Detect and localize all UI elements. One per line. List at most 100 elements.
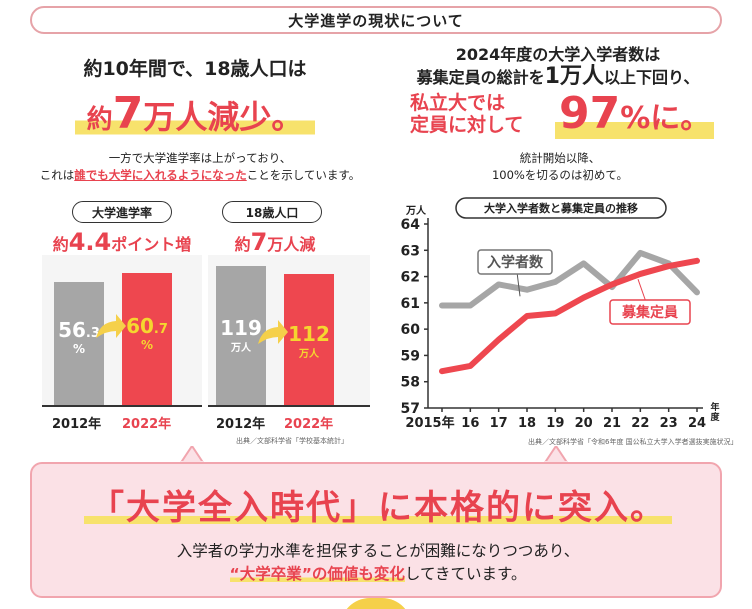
bottom-decoration [340,598,412,609]
cta-box: 「大学全入時代」に本格的に突入。 入学者の学力水準を担保することが困難になりつつ… [30,462,722,598]
panel1-sub-post: ポイント増 [111,235,192,254]
chart-x-tick-label: 21 [603,416,621,431]
panel1-pill: 大学進学率 [72,201,172,223]
panel2-bar-2022 [284,274,334,405]
right-headline-line1: 2024年度の大学入学者数は [455,45,661,64]
chart-y-tick-label: 63 [401,243,420,259]
chart-point [611,283,613,285]
chart-x-tick-label: 2015年 [405,415,454,431]
chart-point [554,312,556,314]
panel2-sub-post: 万人減 [267,235,316,254]
chart-ylabel: 万人 [405,204,427,217]
chart-x-tick-label: 19 [546,416,564,431]
chart-y-tick-label: 60 [401,322,421,338]
chart-x-tick-label: 22 [631,416,649,431]
chart-x-tick-label: 20 [575,416,593,431]
header-title: 大学進学の現状について [288,11,464,30]
right-note: 統計開始以降、 100%を切るのは初めて。 [491,151,629,182]
right-headline-line2: 募集定員の総計を1万人以上下回り、 [416,64,700,89]
chart-x-tick-label: 23 [660,416,678,431]
left-note-line2: これは誰でも大学に入れるようになったことを示しています。 [20,167,380,184]
chart-title-pill [455,197,667,219]
left-note: 一方で大学進学率は上がっており、 これは誰でも大学に入れるようになったことを示し… [20,150,380,184]
panel1-sub-pre: 約 [52,235,69,254]
left-note-pre: これは [39,168,75,182]
panel1-arrow-icon [96,314,126,338]
left-note-red: 誰でも大学に入れるようになった [74,168,247,182]
panel1-bar-2012-label: 56.3 % [58,318,100,356]
right-headline: 2024年度の大学入学者数は 募集定員の総計を1万人以上下回り、 [388,44,728,89]
chart-x-tick-label: 16 [461,416,479,431]
chart-x-tick-label: 17 [490,416,508,431]
chart-point [696,260,698,262]
left-big-num: 7 [112,88,144,139]
panel1-axis [42,405,202,407]
panel2-year-2012: 2012年 [216,417,266,432]
chart-point [639,252,641,254]
chart-point [441,304,443,306]
chart-y-tick-label: 57 [401,401,420,417]
legend-capacity-leader [637,279,647,303]
chart-y-tick-label: 64 [401,217,421,233]
panel1-sub-num: 4.4 [68,228,112,256]
left-big-headline: 約7万人減少。 [40,92,350,138]
cta-title: 「大学全入時代」に本格的に突入。 [32,480,724,529]
panel2-sub-pre: 約 [234,235,251,254]
chart-point [498,283,500,285]
panel1-year-2012: 2012年 [52,417,102,432]
legend-capacity-label: 募集定員 [621,304,678,321]
chart-point [696,291,698,293]
chart-point [583,297,585,299]
panel2-bar-2012-label: 119 万人 [220,316,262,354]
left-note-line1: 一方で大学進学率は上がっており、 [108,151,292,165]
left-note-post: ことを示しています。 [246,168,361,182]
chart-series-capacity [439,257,700,375]
chart-point [526,289,528,291]
left-headline: 約10年間で、18歳人口は [83,58,307,80]
left-big-post: 万人減少。 [143,98,304,136]
chart-point [469,365,471,367]
right-big-text: 私立大では 定員に対して [410,92,524,136]
panel2-arrow-icon [258,320,288,344]
section-header: 大学進学の現状について [30,6,722,34]
chart-point [469,304,471,306]
panel1-bars [42,255,202,405]
chart-point [441,370,443,372]
chart-y-tick-label: 58 [401,375,420,391]
panel1-year-2022: 2022年 [122,417,172,432]
chart-xlabel-2: 度 [710,411,720,423]
legend-enroll-box [477,249,553,275]
panel2-axis [208,405,370,407]
chart-y-tick-label: 59 [401,348,420,364]
panel2-sub: 約7万人減 [200,228,350,256]
chart-y-tick-label: 61 [401,296,420,312]
chart-xlabel-1: 年 [710,401,719,413]
chart-point [583,262,585,264]
chart-x-tick-label: 24 [688,416,706,431]
panel2-bars [208,255,370,405]
right-big-pct: 97%に。 [555,90,715,143]
panel1-sub: 約4.4ポイント増 [40,228,204,256]
cta-sub: 入学者の学力水準を担保することが困難になりつつあり、 “大学卒業”の価値も変化し… [176,542,580,583]
right-source: 出典／文部科学省「令和6年度 国公私立大学入学者選抜実施状況」 [528,438,738,446]
panel2-bar-2012 [216,266,266,405]
panel1-bar-2022-label: 60.7 % [126,314,168,352]
chart-y-tick-label: 62 [401,270,420,286]
chart-title: 大学入学者数と募集定員の推移 [484,201,638,215]
legend-capacity-box [609,299,691,325]
chart-x-tick-label: 18 [518,416,536,431]
panel1-bar-2022 [122,272,172,405]
panel2-sub-num: 7 [250,228,268,256]
chart-point [639,273,641,275]
legend-enroll-label: 入学者数 [487,254,544,271]
panel2-pill: 18歳人口 [222,201,322,223]
chart-series-enrollment [439,249,700,309]
line-chart: 大学入学者数と募集定員の推移 万人 57 58 59 60 61 62 63 64 2015年 16 1… [401,197,720,431]
panel2-year-2022: 2022年 [284,417,334,432]
chart-point [668,265,670,267]
chart-point [526,315,528,317]
left-source: 出典／文部科学省「学校基本統計」 [236,437,348,445]
chart-point [498,339,500,341]
panel2-bar-2022-label: 112 万人 [288,322,330,360]
chart-point [554,281,556,283]
